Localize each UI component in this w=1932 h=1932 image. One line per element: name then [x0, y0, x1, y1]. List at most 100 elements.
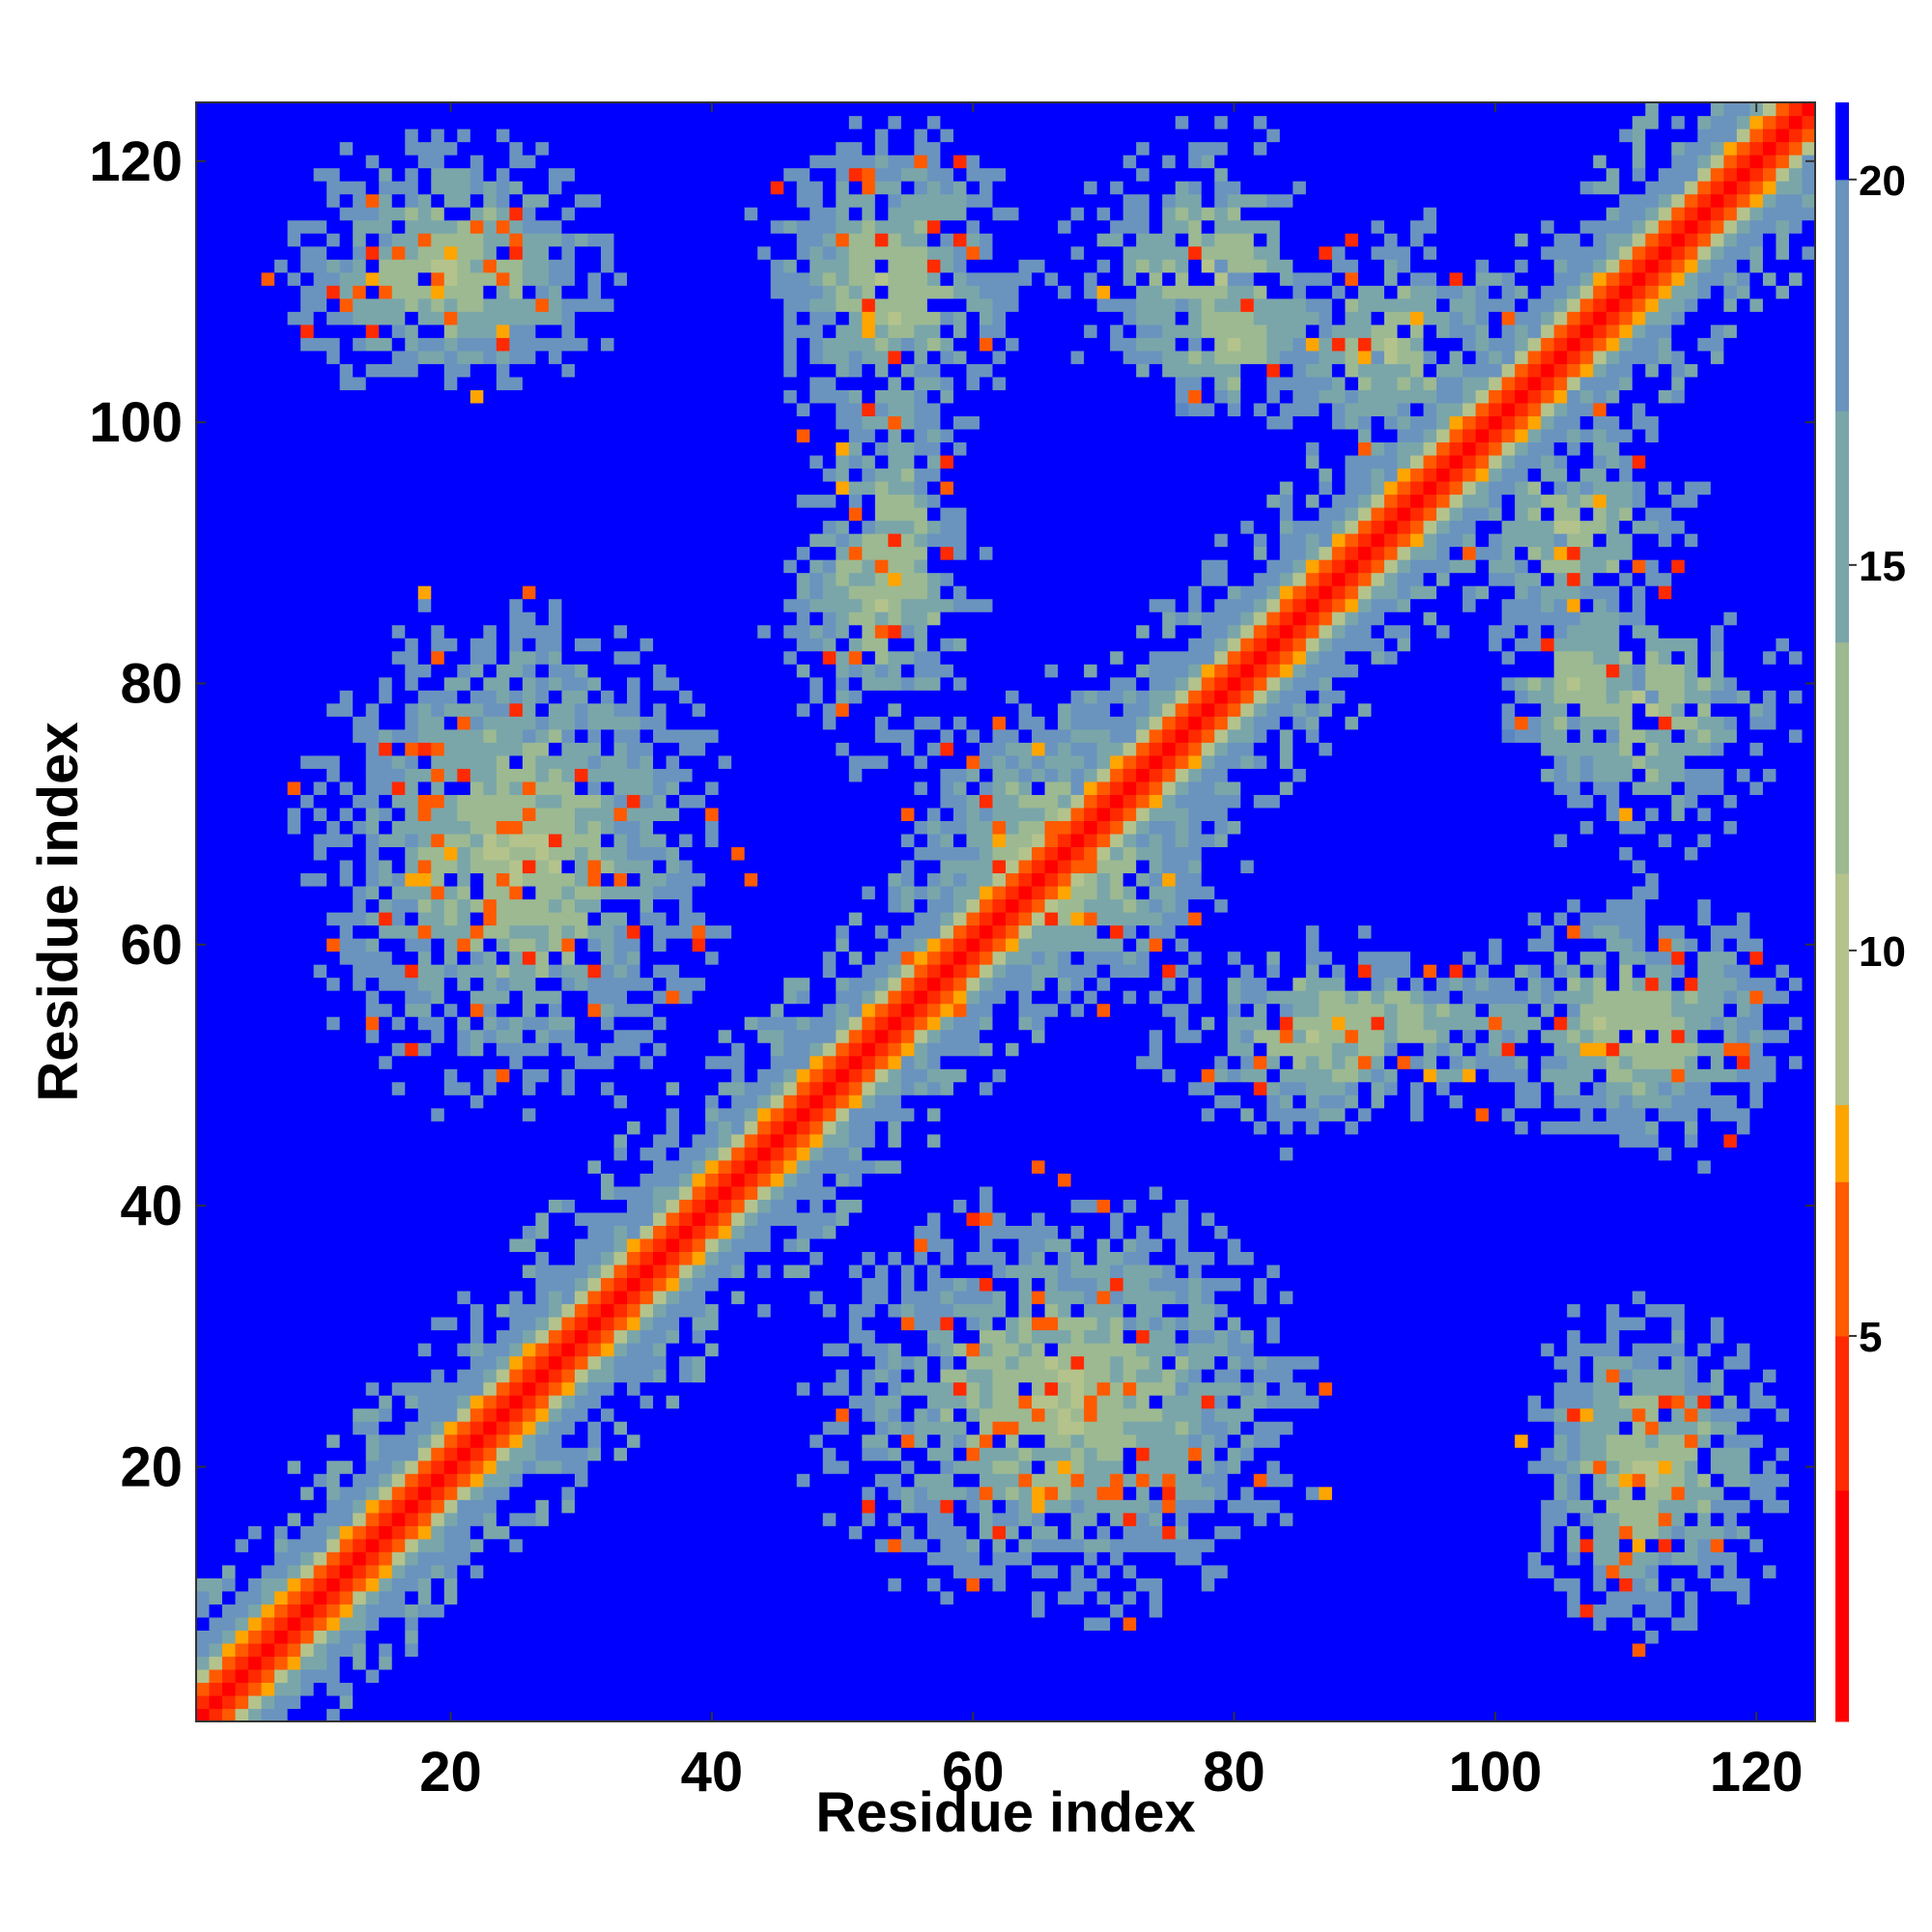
heatmap-cell — [379, 1564, 393, 1578]
heatmap-cell — [692, 1121, 706, 1135]
heatmap-cell — [391, 441, 406, 456]
heatmap-cell — [235, 1538, 249, 1552]
heatmap-cell — [653, 1068, 668, 1083]
heatmap-cell — [353, 102, 367, 117]
heatmap-cell — [365, 285, 380, 299]
heatmap-cell — [653, 1173, 668, 1187]
heatmap-cell — [235, 128, 249, 143]
heatmap-cell — [574, 1211, 589, 1226]
heatmap-cell — [601, 716, 615, 730]
heatmap-cell — [483, 1447, 497, 1462]
heatmap-cell — [496, 245, 510, 260]
heatmap-cell — [365, 337, 380, 352]
heatmap-cell — [209, 1094, 223, 1109]
heatmap-cell — [627, 572, 641, 586]
heatmap-cell — [353, 807, 367, 821]
heatmap-cell — [574, 1317, 589, 1331]
heatmap-cell — [379, 781, 393, 795]
heatmap-cell — [457, 285, 471, 299]
heatmap-cell — [405, 664, 419, 678]
heatmap-cell — [496, 1003, 510, 1017]
heatmap-cell — [353, 1094, 367, 1109]
heatmap-cell — [235, 1369, 249, 1383]
heatmap-cell — [261, 1407, 275, 1422]
heatmap-cell — [405, 1682, 419, 1696]
heatmap-cell — [509, 507, 524, 522]
heatmap-cell — [587, 1055, 602, 1069]
heatmap-cell — [457, 376, 471, 390]
heatmap-cell — [561, 690, 576, 704]
heatmap-cell — [587, 1303, 602, 1318]
heatmap-cell — [209, 716, 223, 730]
heatmap-cell — [613, 846, 628, 861]
heatmap-cell — [417, 1343, 432, 1357]
heatmap-cell — [666, 650, 680, 665]
heatmap-cell — [666, 193, 680, 208]
heatmap-cell — [327, 1525, 341, 1540]
heatmap-cell — [666, 964, 680, 979]
heatmap-cell — [300, 115, 315, 129]
heatmap-cell — [587, 468, 602, 482]
heatmap-cell — [287, 1590, 301, 1605]
heatmap-cell — [379, 1407, 393, 1422]
heatmap-cell — [365, 1682, 380, 1696]
heatmap-cell — [509, 585, 524, 600]
heatmap-cell — [627, 271, 641, 286]
heatmap-cell — [327, 1642, 341, 1658]
heatmap-cell — [274, 468, 289, 482]
heatmap-cell — [391, 1407, 406, 1422]
heatmap-cell — [601, 454, 615, 469]
heatmap-cell — [666, 1264, 680, 1279]
heatmap-cell — [587, 833, 602, 848]
heatmap-cell — [417, 102, 432, 117]
heatmap-cell — [339, 1369, 354, 1383]
heatmap-cell — [431, 1656, 445, 1670]
heatmap-cell — [365, 702, 380, 717]
heatmap-cell — [692, 1185, 706, 1200]
heatmap-cell — [679, 716, 694, 730]
heatmap-cell — [561, 207, 576, 221]
heatmap-cell — [653, 885, 668, 900]
heatmap-cell — [561, 1407, 576, 1422]
heatmap-cell — [300, 1668, 315, 1684]
heatmap-cell — [522, 115, 537, 129]
heatmap-cell — [613, 285, 628, 299]
heatmap-cell — [443, 912, 458, 926]
heatmap-cell — [561, 1668, 576, 1684]
heatmap-cell — [601, 1668, 615, 1684]
heatmap-cell — [692, 846, 706, 861]
heatmap-cell — [692, 102, 706, 117]
heatmap-cell — [339, 389, 354, 404]
heatmap-cell — [496, 872, 510, 887]
heatmap-cell — [561, 585, 576, 600]
heatmap-cell — [639, 1277, 654, 1292]
heatmap-cell — [209, 1708, 223, 1722]
heatmap-cell — [666, 128, 680, 143]
heatmap-cell — [365, 1473, 380, 1488]
heatmap-cell — [639, 546, 654, 560]
heatmap-cell — [379, 794, 393, 809]
heatmap-cell — [443, 1159, 458, 1174]
heatmap-cell — [457, 846, 471, 861]
heatmap-cell — [379, 728, 393, 743]
heatmap-cell — [522, 337, 537, 352]
heatmap-cell — [705, 598, 720, 612]
heatmap-cell — [548, 311, 563, 326]
heatmap-cell — [653, 1668, 668, 1684]
heatmap-cell — [405, 441, 419, 456]
heatmap-cell — [457, 781, 471, 795]
heatmap-cell — [353, 1473, 367, 1488]
heatmap-cell — [431, 1290, 445, 1305]
heatmap-cell — [587, 1486, 602, 1500]
heatmap-cell — [692, 912, 706, 926]
heatmap-cell — [561, 1042, 576, 1057]
heatmap-cell — [535, 781, 550, 795]
heatmap-cell — [235, 350, 249, 364]
heatmap-cell — [548, 1068, 563, 1083]
heatmap-cell — [222, 546, 237, 560]
heatmap-cell — [327, 924, 341, 939]
heatmap-cell — [548, 1290, 563, 1305]
heatmap-cell — [365, 1656, 380, 1670]
heatmap-cell — [300, 1343, 315, 1357]
heatmap-cell — [522, 1525, 537, 1540]
